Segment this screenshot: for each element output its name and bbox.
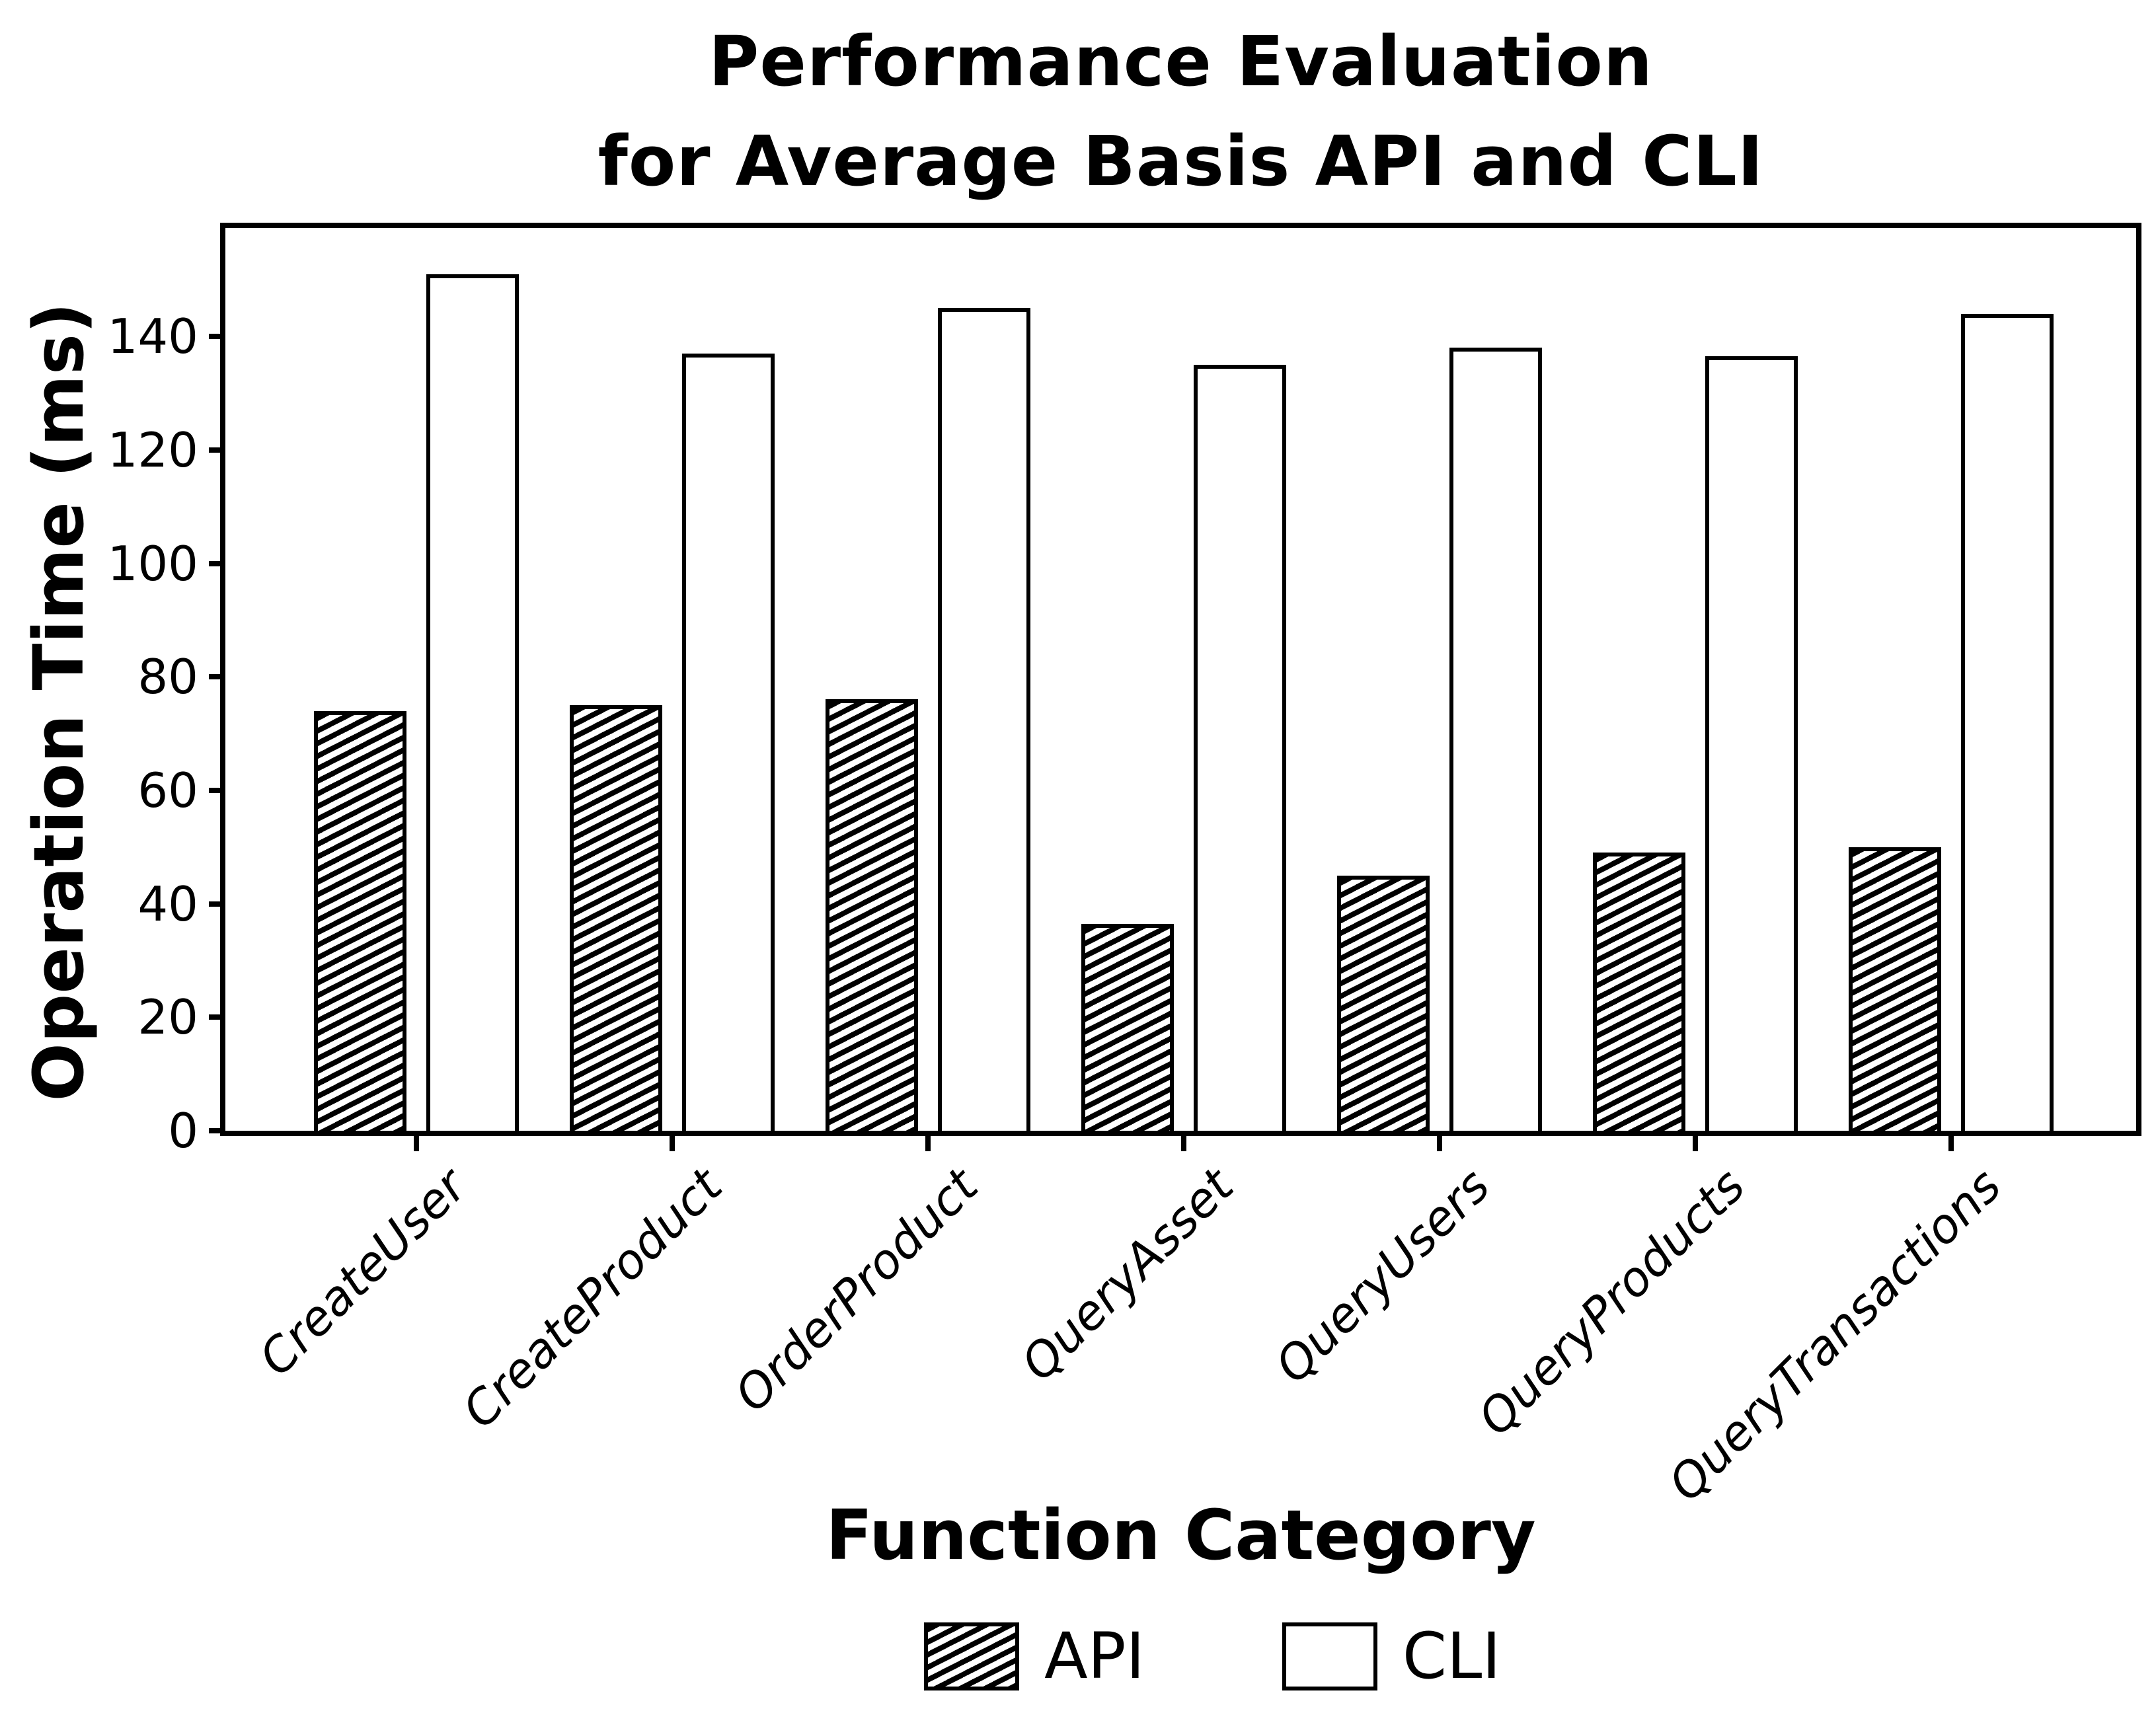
y-tick-label: 140 (107, 309, 198, 365)
y-tick-label: 100 (107, 535, 198, 591)
bar-cli-CreateUser (426, 274, 519, 1135)
y-tick-mark (209, 560, 225, 566)
legend-item-cli: CLI (1282, 1622, 1501, 1690)
x-tick-mark (670, 1134, 675, 1151)
x-axis-title: Function Category (826, 1495, 1536, 1576)
bar-cli-QueryProducts (1705, 356, 1798, 1135)
y-tick-label: 60 (137, 762, 198, 818)
bar-cli-QueryUsers (1449, 348, 1542, 1135)
y-tick-mark (209, 1014, 225, 1020)
x-tick-label-CreateProduct: CreateProduct (451, 1158, 733, 1439)
bar-cli-OrderProduct (938, 308, 1030, 1135)
x-tick-label-CreateUser: CreateUser (248, 1158, 477, 1386)
bar-cli-CreateProduct (682, 354, 775, 1135)
bar-cli-QueryTransactions (1961, 314, 2054, 1135)
y-tick-mark (209, 334, 225, 340)
x-tick-mark (414, 1134, 419, 1151)
chart-title: Performance Evaluation for Average Basis… (225, 12, 2136, 211)
x-tick-mark (1437, 1134, 1442, 1151)
bar-api-QueryAsset (1081, 924, 1174, 1135)
x-tick-mark (1948, 1134, 1954, 1151)
bar-cli-QueryAsset (1194, 365, 1286, 1135)
bar-api-QueryProducts (1593, 853, 1685, 1135)
legend: API CLI (924, 1619, 1501, 1693)
y-tick-mark (209, 1128, 225, 1133)
y-tick-label: 80 (137, 649, 198, 705)
legend-swatch-api-hatched-icon (924, 1622, 1019, 1690)
legend-item-api: API (924, 1622, 1145, 1690)
x-tick-label-QueryAsset: QueryAsset (1011, 1158, 1245, 1392)
bar-api-QueryTransactions (1849, 847, 1941, 1135)
legend-swatch-cli-outline-icon (1282, 1622, 1377, 1690)
bar-api-QueryUsers (1337, 876, 1430, 1135)
y-tick-mark (209, 447, 225, 453)
y-tick-mark (209, 674, 225, 680)
bar-api-OrderProduct (826, 699, 918, 1135)
x-tick-mark (925, 1134, 931, 1151)
chart-title-line1: Performance Evaluation (709, 21, 1653, 102)
x-tick-mark (1181, 1134, 1186, 1151)
bar-api-CreateProduct (570, 705, 662, 1135)
chart-title-line2: for Average Basis API and CLI (597, 121, 1764, 202)
y-tick-label: 120 (107, 422, 198, 478)
y-tick-label: 0 (168, 1103, 198, 1158)
x-tick-label-QueryUsers: QueryUsers (1264, 1158, 1500, 1394)
x-tick-label-OrderProduct: OrderProduct (724, 1158, 989, 1423)
legend-label-cli: CLI (1402, 1618, 1501, 1693)
y-tick-label: 20 (137, 989, 198, 1045)
y-tick-label: 40 (137, 876, 198, 932)
bar-api-CreateUser (314, 711, 406, 1135)
plot-area (225, 228, 2136, 1135)
legend-label-api: API (1044, 1618, 1145, 1693)
x-tick-label-QueryProducts: QueryProducts (1467, 1158, 1756, 1446)
x-tick-mark (1693, 1134, 1698, 1151)
y-tick-mark (209, 901, 225, 907)
y-tick-mark (209, 787, 225, 793)
